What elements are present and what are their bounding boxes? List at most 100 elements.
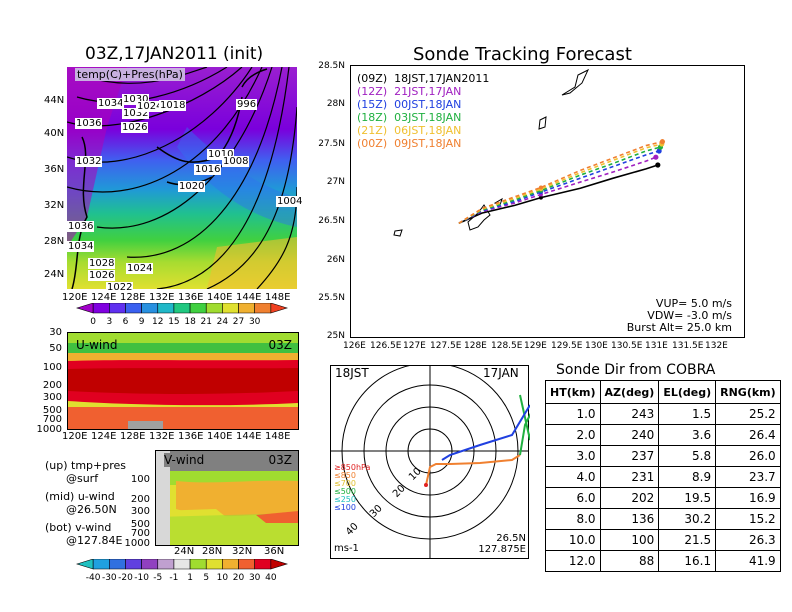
colorbar-swatch (75, 303, 94, 314)
pressure-label: 1030 (122, 94, 150, 105)
lon-tick: 128E (120, 292, 146, 303)
legend-code: (09Z) (357, 72, 388, 85)
colorbar-swatch (254, 303, 272, 314)
track-lat-tick: 28.5N (318, 61, 345, 71)
legend-time: 03JST,18JAN (387, 111, 462, 124)
track-end-point (653, 154, 659, 160)
table-cell: 3.0 (545, 445, 601, 467)
table-cell: 240 (599, 424, 660, 446)
hodograph (330, 365, 530, 559)
vwind-y-tick: 200 (130, 494, 150, 505)
lat-tick: 36N (44, 164, 65, 175)
track-series-line (458, 143, 662, 224)
pressure-label: 1034 (67, 241, 95, 252)
colorbar-swatch (173, 559, 191, 570)
param-burst: Burst Alt= 25.0 km (626, 321, 732, 334)
pressure-label: 1036 (75, 118, 103, 129)
hodo-level-label: ≤100 (334, 503, 356, 512)
track-lon-tick: 126.5E (370, 341, 402, 351)
uwind-x-tick: 136E (178, 431, 204, 442)
track-params: VUP= 5.0 m/s VDW= -3.0 m/s Burst Alt= 25… (627, 298, 732, 334)
colorbar-tick: 5 (203, 573, 209, 583)
track-map (350, 65, 745, 338)
table-cell: 100 (599, 529, 660, 551)
left-title: 03Z,17JAN2011 (init) (85, 44, 264, 64)
hodo-levels: ≥850hPa ≤850 ≤700 ≤500 ≤250 ≤100 (334, 464, 370, 512)
track-series-line (458, 150, 660, 224)
hodo-unit: ms-1 (334, 543, 359, 554)
colorbar-swatch (141, 559, 159, 570)
lat-tick: 28N (44, 236, 65, 247)
track-series-line (458, 164, 659, 224)
right-title: Sonde Tracking Forecast (413, 44, 632, 65)
colorbar-tick: 27 (233, 317, 244, 327)
table-cell: 26.4 (715, 424, 781, 446)
uwind-x-tick: 124E (91, 431, 117, 442)
lon-tick: 124E (91, 292, 117, 303)
colorbar-tick: 20 (233, 573, 245, 583)
track-mid-point (538, 185, 543, 190)
colorbar-swatch (109, 559, 126, 570)
uwind-y-tick: 50 (49, 343, 62, 354)
vwind-y-tick: 100 (130, 474, 150, 485)
colorbar-swatch (222, 303, 239, 314)
lon-tick: 120E (62, 292, 88, 303)
track-lat-tick: 27.5N (318, 139, 345, 149)
colorbar-tick: 12 (152, 317, 163, 327)
vwind-time: 03Z (268, 453, 293, 467)
track-mid-point (538, 195, 543, 200)
pressure-label: 996 (236, 99, 258, 110)
table-cell: 6.0 (545, 487, 601, 509)
track-lon-tick: 128E (464, 341, 487, 351)
vwind-y-tick: 1000 (124, 538, 150, 549)
colorbar-swatch (109, 303, 126, 314)
colorbar-swatch (157, 559, 175, 570)
track-lon-tick: 130E (585, 341, 608, 351)
range-rings (330, 365, 529, 558)
lon-tick: 148E (265, 292, 291, 303)
uwind-y-tick: 100 (42, 362, 62, 373)
note-mid: (mid) u-wind @26.50N (45, 490, 117, 516)
track-legend-item: (00Z) 09JST,18JAN (357, 137, 489, 150)
table-cell: 19.5 (658, 487, 717, 509)
pressure-label: 1028 (88, 258, 116, 269)
colorbar-tick: 21 (201, 317, 212, 327)
uwind-x-tick: 120E (62, 431, 88, 442)
hodo-lat: 26.5N (496, 533, 526, 544)
table-row: 10.0 100 21.5 26.3 (545, 529, 781, 551)
table-cell: 10.0 (545, 529, 601, 551)
hodo-start-dot (424, 483, 428, 487)
hodo-lon: 127.875E (478, 544, 526, 555)
pressure-label: 1024 (136, 101, 164, 112)
uwind-label: U-wind (76, 338, 118, 352)
colorbar-tick: 15 (168, 317, 179, 327)
table-cell: 2.0 (545, 424, 601, 446)
uwind-panel: U-wind 03Z (67, 332, 299, 430)
track-legend: (09Z) 18JST,17JAN2011 (12Z) 21JST,17JAN (1… (357, 72, 489, 150)
colorbar-tick: 24 (217, 317, 229, 327)
colorbar-tick: -30 (102, 573, 117, 583)
table-cell: 136 (599, 508, 660, 530)
note-up: (up) tmp+pres @surf (45, 459, 127, 485)
table-cell: 26.3 (715, 529, 781, 551)
pressure-label: 1026 (121, 122, 149, 133)
colorbar-swatch (141, 303, 159, 314)
pressure-label: 1032 (122, 108, 150, 119)
legend-code: (15Z) (357, 98, 388, 111)
col-rng: RNG(km) (715, 380, 781, 404)
param-vdw: VDW= -3.0 m/s (647, 309, 732, 322)
colorbar-tick: 10 (217, 573, 229, 583)
colorbar-tick: 40 (265, 573, 277, 583)
vwind-panel: V-wind 03Z (155, 450, 299, 546)
track-end-point (659, 139, 666, 145)
lon-tick: 140E (207, 292, 233, 303)
colorbar-swatch (205, 559, 223, 570)
table-cell: 8.9 (658, 466, 717, 488)
vwind-y-tick: 700 (130, 528, 150, 539)
track-lon-tick: 131.5E (672, 341, 704, 351)
colorbar-swatch (238, 303, 255, 314)
track-lat-tick: 26N (326, 255, 345, 265)
track-legend-item: (21Z) 06JST,18JAN (357, 124, 489, 137)
table-cell: 12.0 (545, 550, 601, 572)
table-cell: 1.5 (658, 403, 717, 425)
